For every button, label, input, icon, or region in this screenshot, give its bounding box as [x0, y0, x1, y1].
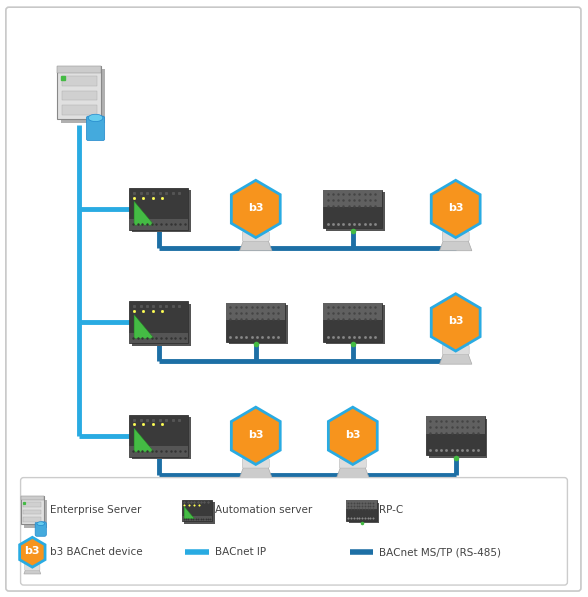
FancyBboxPatch shape [242, 458, 269, 468]
FancyBboxPatch shape [58, 66, 101, 73]
Polygon shape [431, 294, 480, 351]
FancyBboxPatch shape [132, 190, 191, 232]
Polygon shape [184, 506, 195, 519]
FancyBboxPatch shape [226, 303, 285, 341]
Text: BACnet MS/TP (RS-485): BACnet MS/TP (RS-485) [379, 547, 501, 557]
FancyBboxPatch shape [442, 345, 469, 355]
FancyBboxPatch shape [426, 417, 485, 455]
FancyBboxPatch shape [86, 116, 105, 141]
FancyBboxPatch shape [129, 446, 188, 457]
FancyBboxPatch shape [6, 7, 581, 591]
FancyBboxPatch shape [323, 189, 382, 207]
Text: b3: b3 [25, 546, 40, 556]
Polygon shape [134, 315, 154, 338]
Text: BACnet IP: BACnet IP [215, 547, 266, 557]
Text: Enterprise Server: Enterprise Server [50, 506, 141, 515]
FancyBboxPatch shape [61, 69, 105, 123]
FancyBboxPatch shape [35, 522, 46, 536]
FancyBboxPatch shape [226, 303, 285, 321]
Polygon shape [440, 238, 472, 251]
FancyBboxPatch shape [129, 415, 188, 457]
FancyBboxPatch shape [349, 503, 379, 523]
FancyBboxPatch shape [21, 478, 567, 585]
Text: b3: b3 [248, 203, 263, 213]
FancyBboxPatch shape [132, 304, 191, 346]
FancyBboxPatch shape [426, 417, 485, 434]
FancyBboxPatch shape [24, 502, 41, 507]
FancyBboxPatch shape [323, 303, 382, 321]
FancyBboxPatch shape [129, 219, 188, 230]
FancyBboxPatch shape [346, 500, 377, 509]
Polygon shape [336, 464, 369, 478]
FancyBboxPatch shape [182, 500, 212, 521]
FancyBboxPatch shape [62, 76, 96, 86]
FancyBboxPatch shape [346, 500, 377, 521]
FancyBboxPatch shape [323, 303, 382, 341]
Text: RP-C: RP-C [379, 506, 403, 515]
FancyBboxPatch shape [129, 301, 188, 343]
FancyBboxPatch shape [21, 497, 44, 500]
FancyBboxPatch shape [429, 419, 487, 457]
FancyBboxPatch shape [62, 105, 96, 115]
FancyBboxPatch shape [24, 517, 41, 522]
Ellipse shape [37, 522, 45, 525]
Polygon shape [231, 407, 280, 464]
FancyBboxPatch shape [58, 66, 101, 119]
Polygon shape [134, 201, 154, 225]
Ellipse shape [88, 114, 103, 122]
FancyBboxPatch shape [25, 561, 40, 571]
FancyBboxPatch shape [21, 497, 44, 524]
Polygon shape [231, 180, 280, 238]
FancyBboxPatch shape [339, 458, 366, 468]
Text: b3: b3 [448, 203, 463, 213]
Polygon shape [328, 407, 377, 464]
Text: b3: b3 [345, 430, 360, 439]
FancyBboxPatch shape [24, 509, 41, 515]
FancyBboxPatch shape [182, 516, 212, 521]
Polygon shape [19, 537, 45, 567]
FancyBboxPatch shape [442, 232, 469, 241]
FancyBboxPatch shape [62, 91, 96, 100]
FancyBboxPatch shape [24, 500, 47, 528]
Polygon shape [240, 464, 272, 478]
Polygon shape [134, 428, 154, 452]
FancyBboxPatch shape [129, 333, 188, 343]
Polygon shape [240, 238, 272, 251]
FancyBboxPatch shape [129, 188, 188, 230]
FancyBboxPatch shape [326, 192, 385, 230]
FancyBboxPatch shape [229, 306, 288, 344]
FancyBboxPatch shape [326, 306, 385, 344]
FancyBboxPatch shape [323, 189, 382, 228]
FancyBboxPatch shape [132, 417, 191, 459]
Text: b3: b3 [248, 430, 263, 439]
Text: Automation server: Automation server [215, 506, 312, 515]
Text: b3 BACnet device: b3 BACnet device [50, 547, 143, 557]
Polygon shape [440, 351, 472, 364]
Text: b3: b3 [448, 316, 463, 326]
Polygon shape [24, 567, 41, 574]
Polygon shape [431, 180, 480, 238]
FancyBboxPatch shape [184, 502, 215, 524]
FancyBboxPatch shape [242, 232, 269, 241]
